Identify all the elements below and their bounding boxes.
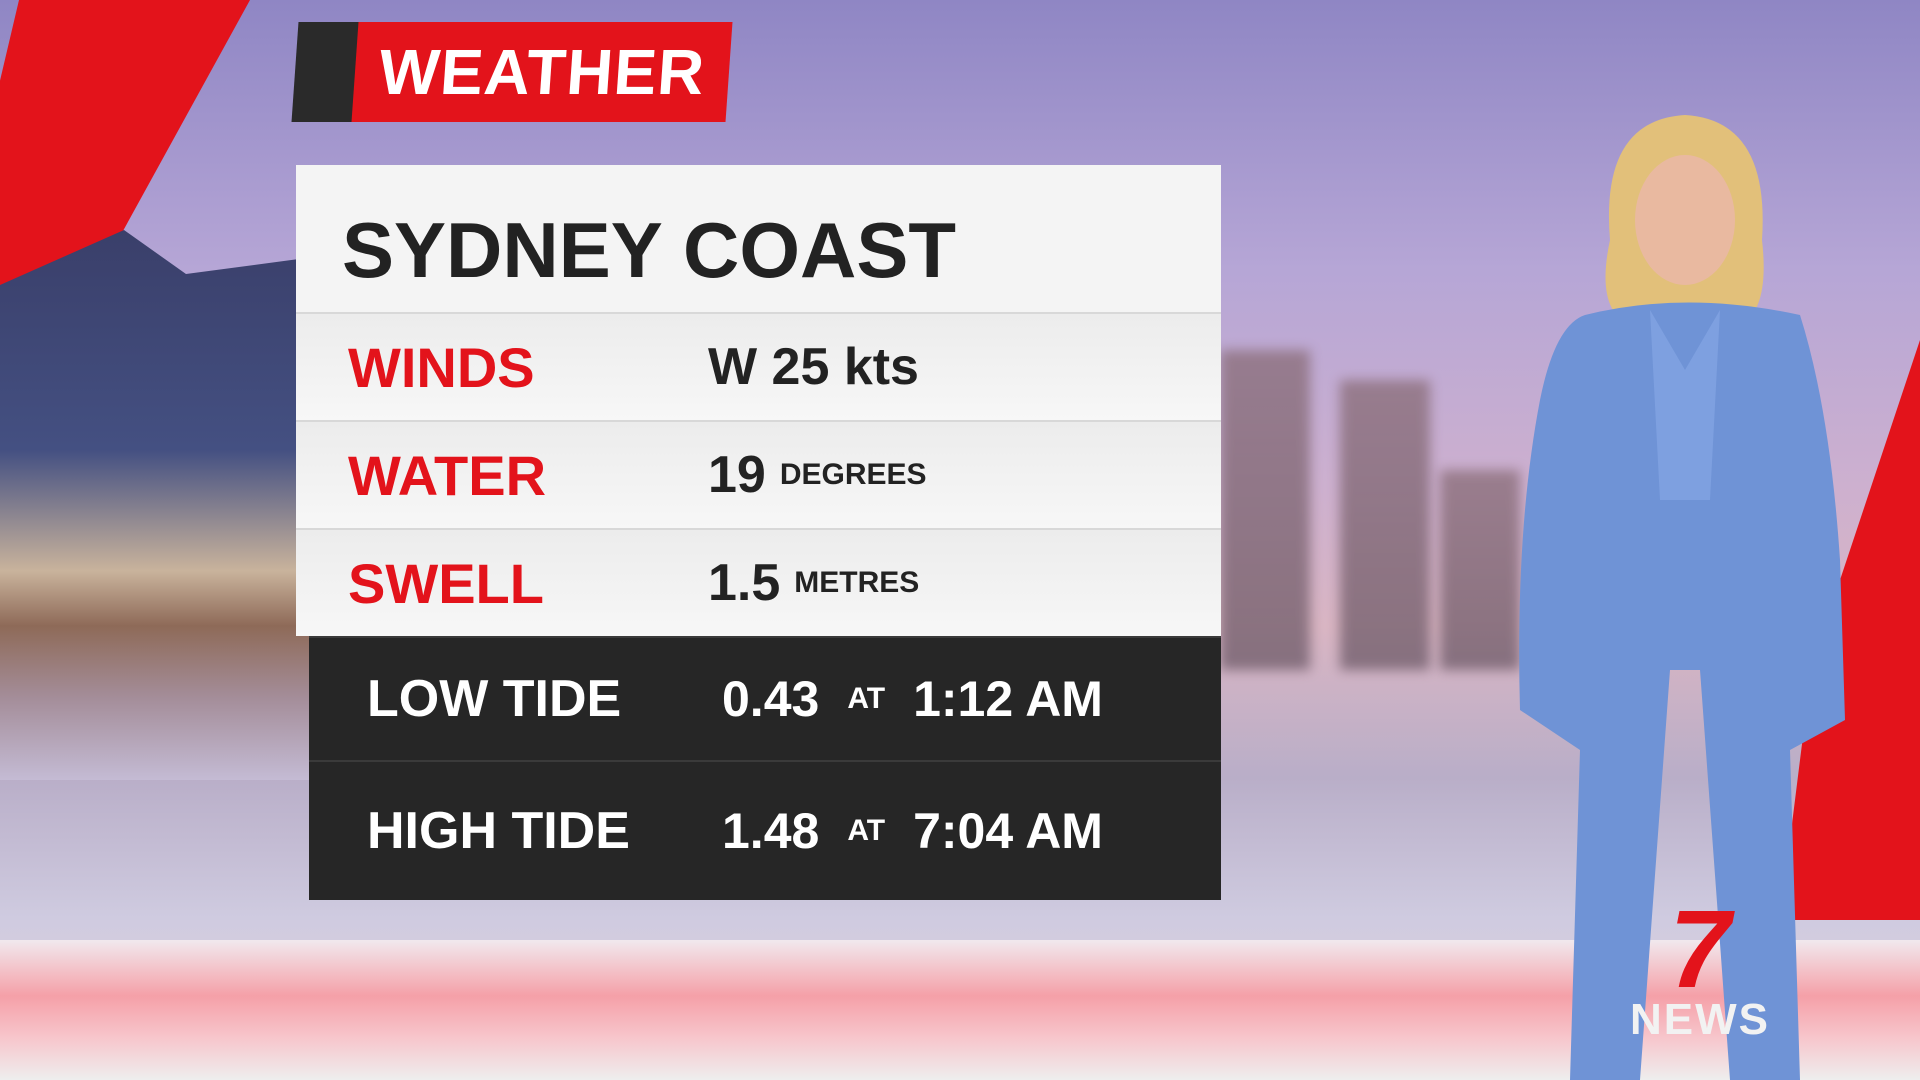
row-label: WATER (348, 443, 547, 507)
row-unit: DEGREES (779, 458, 927, 491)
tide-time: 1:12 AM (913, 671, 1103, 727)
winds-row: WINDS W 25 kts (296, 312, 1221, 420)
tide-time: 7:04 AM (913, 803, 1103, 859)
row-value: 19 (708, 446, 766, 504)
tide-label: LOW TIDE (367, 670, 622, 728)
water-row: WATER 19 DEGREES (296, 420, 1221, 528)
blurred-building (1220, 350, 1310, 670)
weather-label: WEATHER (376, 36, 708, 108)
panel-title: SYDNEY COAST (296, 165, 1221, 312)
row-label: SWELL (348, 551, 544, 615)
7news-logo: 7 NEWS (1630, 888, 1770, 1045)
blurred-building (1340, 380, 1430, 670)
blurred-building (1440, 470, 1520, 670)
tide-at: AT (847, 814, 886, 847)
row-value: W 25 kts (708, 338, 919, 396)
row-unit: METRES (794, 566, 920, 599)
tide-height: 1.48 (722, 803, 820, 859)
logo-seven: 7 (1669, 888, 1731, 1011)
row-value: 1.5 (708, 554, 781, 612)
weather-tag: WEATHER (351, 22, 733, 122)
presenter (1519, 115, 1845, 1080)
low-tide-row: LOW TIDE 0.43 AT 1:12 AM (309, 636, 1221, 760)
high-tide-row: HIGH TIDE 1.48 AT 7:04 AM (309, 760, 1221, 900)
opera-house-image (0, 230, 310, 780)
row-label: WINDS (348, 335, 535, 399)
weather-panel: SYDNEY COAST WINDS W 25 kts WATER 19 DEGREE… (296, 165, 1221, 900)
tide-label: HIGH TIDE (367, 802, 630, 860)
tide-height: 0.43 (722, 671, 820, 727)
tide-at: AT (847, 682, 886, 715)
swell-row: SWELL 1.5 METRES (296, 528, 1221, 636)
logo-news: NEWS (1630, 995, 1770, 1044)
